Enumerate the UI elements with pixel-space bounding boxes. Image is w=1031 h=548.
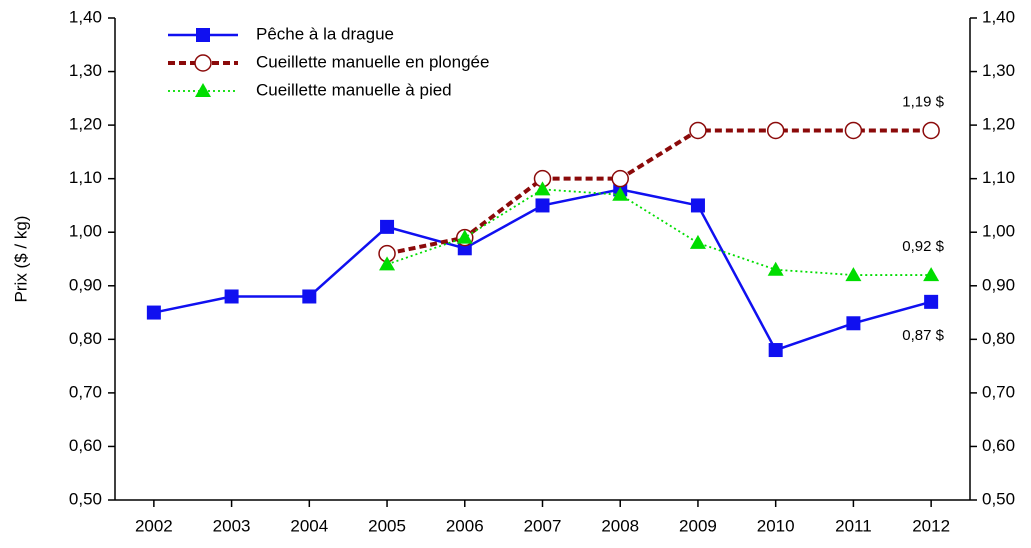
y2-tick-label: 1,10 (982, 168, 1015, 187)
y-tick-label: 0,80 (69, 329, 102, 348)
y-tick-label: 1,00 (69, 222, 102, 241)
x-tick-label: 2007 (524, 516, 562, 535)
y2-tick-label: 0,60 (982, 436, 1015, 455)
y-tick-label: 1,30 (69, 61, 102, 80)
x-tick-label: 2002 (135, 516, 173, 535)
series-line (386, 128, 932, 256)
data-point (924, 294, 939, 309)
x-tick-label: 2005 (368, 516, 406, 535)
x-tick-label: 2008 (601, 516, 639, 535)
y2-tick-label: 1,00 (982, 222, 1015, 241)
legend-label: Cueillette manuelle en plongée (256, 52, 489, 71)
data-point (689, 234, 706, 249)
data-point (146, 305, 161, 320)
series-line (153, 188, 932, 352)
data-point (690, 198, 705, 213)
y-tick-label: 0,70 (69, 382, 102, 401)
data-point (689, 121, 707, 140)
data-point (846, 316, 861, 331)
y2-tick-label: 1,30 (982, 61, 1015, 80)
series-line (386, 188, 932, 276)
legend-label: Pêche à la drague (256, 24, 394, 43)
data-point (768, 343, 783, 358)
data-label: 0,92 $ (902, 238, 944, 255)
data-point (923, 267, 940, 282)
x-tick-label: 2012 (912, 516, 950, 535)
y2-tick-label: 1,40 (982, 7, 1015, 26)
y-tick-label: 1,20 (69, 115, 102, 134)
legend-marker (194, 54, 212, 72)
data-point (224, 289, 239, 304)
data-point (844, 121, 863, 140)
data-point (922, 121, 940, 140)
data-point (845, 267, 862, 282)
legend-marker (196, 28, 210, 42)
x-tick-label: 2009 (679, 516, 717, 535)
y2-tick-label: 1,20 (982, 115, 1015, 134)
data-point (302, 289, 317, 304)
data-point (380, 219, 395, 234)
data-point (535, 198, 550, 213)
y2-tick-label: 0,80 (982, 329, 1015, 348)
y-axis-label: Prix ($ / kg) (11, 216, 30, 303)
data-point (612, 186, 629, 201)
y-tick-label: 0,50 (69, 489, 102, 508)
data-point (379, 256, 396, 271)
x-tick-label: 2004 (290, 516, 328, 535)
data-point (611, 169, 629, 188)
x-tick-label: 2011 (835, 516, 872, 535)
data-point (456, 229, 473, 244)
data-label: 1,19 $ (902, 93, 944, 110)
y-tick-label: 1,40 (69, 7, 102, 26)
legend-label: Cueillette manuelle à pied (256, 80, 452, 99)
y2-tick-label: 0,70 (982, 382, 1015, 401)
data-point (534, 181, 551, 196)
y-tick-label: 0,60 (69, 436, 102, 455)
y2-tick-label: 0,50 (982, 489, 1015, 508)
y-tick-label: 0,90 (69, 275, 102, 294)
x-tick-label: 2010 (757, 516, 795, 535)
data-label: 0,87 $ (902, 327, 944, 344)
data-point (767, 261, 784, 276)
legend-marker (195, 83, 211, 97)
x-tick-label: 2006 (446, 516, 484, 535)
y2-tick-label: 0,90 (982, 275, 1015, 294)
data-point (766, 121, 785, 140)
x-tick-label: 2003 (213, 516, 251, 535)
y-tick-label: 1,10 (69, 168, 102, 187)
